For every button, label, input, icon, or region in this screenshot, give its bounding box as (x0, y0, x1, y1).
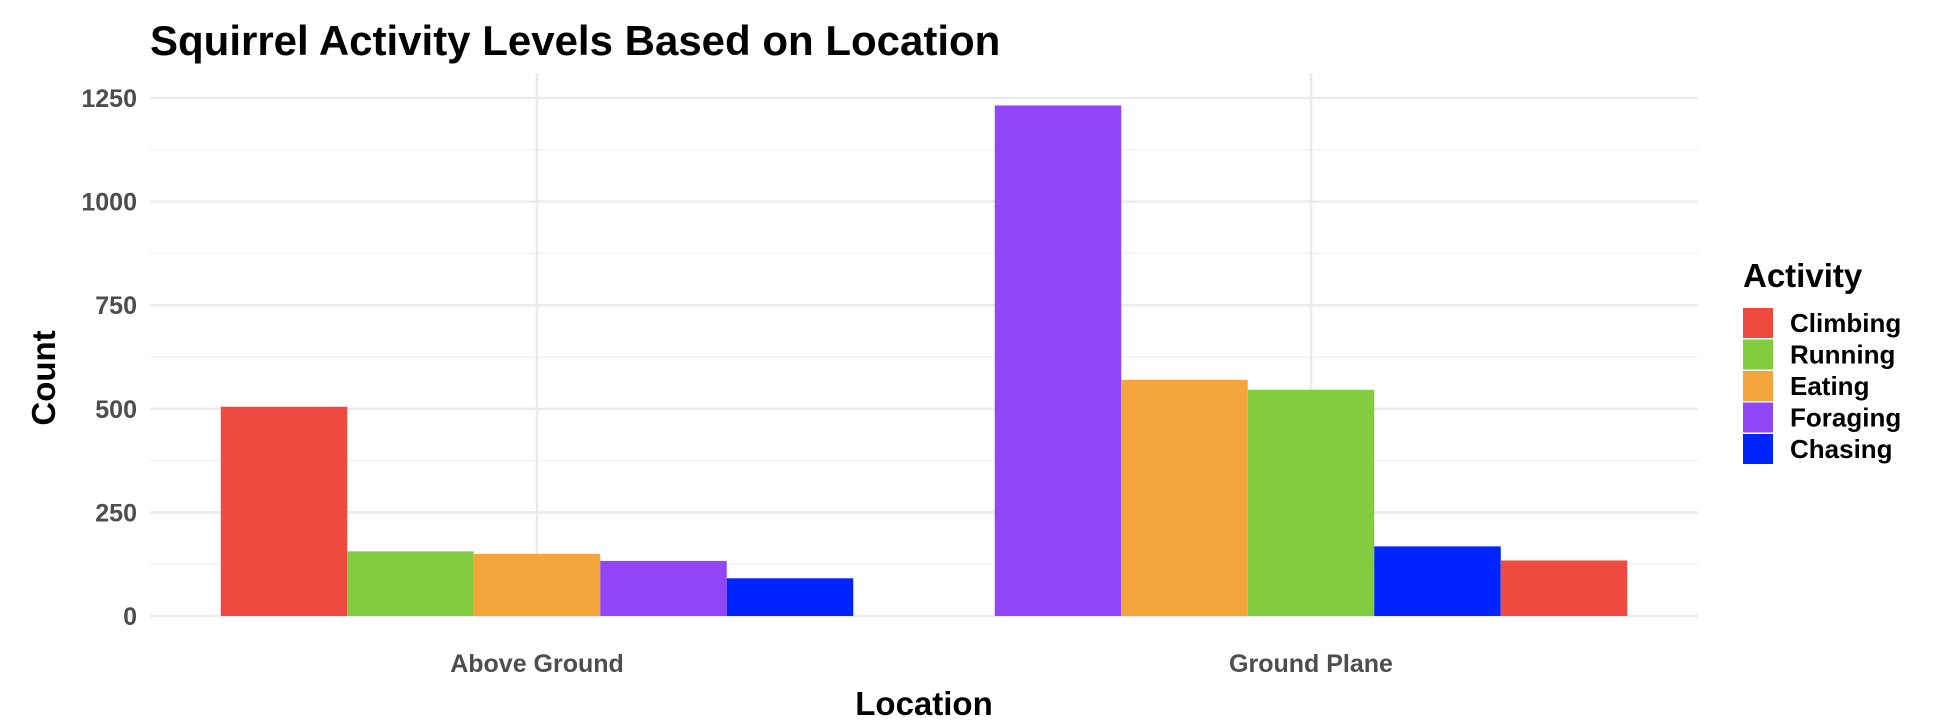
bar-above-ground-running (347, 551, 474, 616)
y-tick-label: 250 (95, 499, 137, 527)
x-axis-ticks: Above Ground Ground Plane (450, 650, 1393, 678)
x-axis-title: Location (855, 685, 993, 722)
chart-title: Squirrel Activity Levels Based on Locati… (150, 17, 1000, 64)
legend-swatch-chasing (1743, 434, 1773, 464)
y-tick-label: 500 (95, 396, 137, 424)
legend: Activity ClimbingRunningEatingForagingCh… (1743, 257, 1901, 464)
bar-above-ground-chasing (726, 578, 854, 616)
bar-ground-plane-eating (1121, 379, 1248, 616)
legend-swatch-running (1743, 339, 1773, 370)
y-tick-label: 1250 (81, 85, 137, 113)
y-axis-ticks: 0 250 500 750 1000 1250 (81, 85, 137, 631)
legend-label-eating: Eating (1790, 371, 1869, 401)
x-tick-label: Ground Plane (1229, 650, 1393, 678)
legend-swatch-climbing (1743, 308, 1773, 338)
legend-label-chasing: Chasing (1790, 434, 1893, 464)
bar-above-ground-climbing (220, 406, 348, 616)
y-tick-label: 0 (123, 603, 137, 631)
legend-label-running: Running (1790, 340, 1895, 370)
y-tick-label: 750 (95, 292, 137, 320)
legend-swatch-eating (1743, 371, 1773, 401)
bar-ground-plane-foraging (994, 105, 1122, 616)
y-axis-title: Count (25, 330, 62, 425)
legend-swatch-foraging (1743, 402, 1773, 433)
y-tick-label: 1000 (81, 189, 137, 217)
bar-ground-plane-climbing (1500, 560, 1628, 616)
legend-label-climbing: Climbing (1790, 308, 1901, 338)
bar-above-ground-eating (473, 553, 601, 616)
bar-ground-plane-chasing (1374, 546, 1501, 616)
bar-ground-plane-running (1247, 389, 1375, 616)
x-tick-label: Above Ground (450, 650, 624, 678)
legend-title: Activity (1743, 257, 1863, 294)
legend-label-foraging: Foraging (1790, 403, 1901, 433)
bars (220, 105, 1628, 616)
bar-above-ground-foraging (600, 560, 727, 616)
grid (150, 73, 1698, 618)
